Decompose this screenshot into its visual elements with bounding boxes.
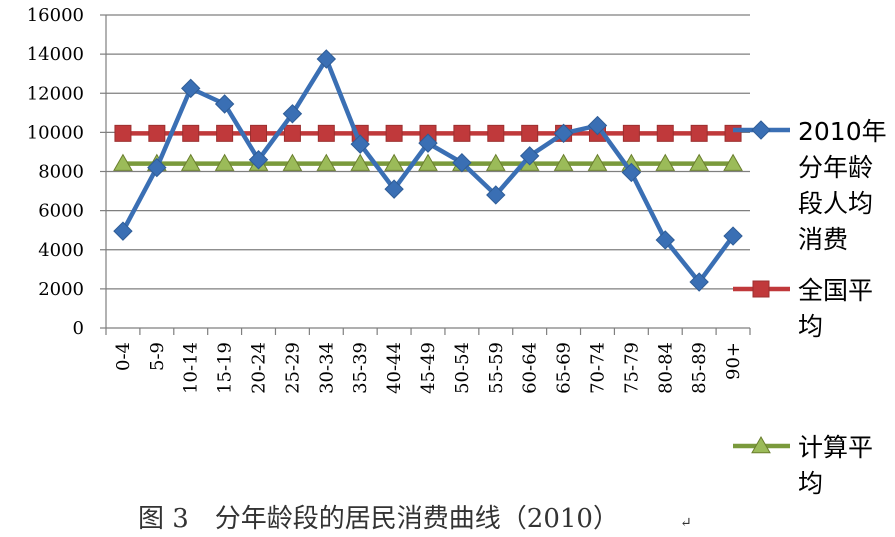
data-point: [283, 124, 301, 142]
data-point: [587, 153, 608, 171]
legend-label: 均: [798, 312, 823, 341]
data-point: [384, 179, 404, 199]
data-point: [180, 153, 201, 171]
series-diamond: [113, 49, 743, 292]
data-point: [656, 124, 674, 142]
data-point: [486, 185, 506, 205]
x-tick-label: 15-19: [215, 342, 236, 394]
x-tick-label: 25-29: [282, 342, 303, 394]
data-point: [248, 150, 269, 170]
data-point: [316, 153, 337, 171]
series-group: [113, 49, 743, 292]
legend-label: 均: [798, 469, 823, 498]
data-point: [182, 124, 200, 142]
x-tick-label: 80-84: [655, 342, 676, 394]
data-point: [519, 146, 540, 166]
legend-marker: [752, 280, 770, 298]
data-point: [282, 153, 303, 171]
legend-marker: [751, 120, 771, 140]
y-tick-label: 16000: [27, 5, 84, 26]
figure-caption: 图 3 分年龄段的居民消费曲线（2010） ↵: [138, 504, 692, 534]
y-tick-label: 4000: [38, 240, 84, 261]
data-point: [113, 221, 133, 241]
data-point: [655, 230, 675, 250]
data-point: [723, 153, 743, 171]
data-point: [453, 124, 471, 142]
x-tick-label: 10-14: [181, 342, 202, 394]
data-point: [452, 152, 472, 173]
data-point: [521, 124, 539, 142]
data-point: [250, 124, 268, 142]
data-point: [418, 153, 438, 171]
legend-label: 分年龄: [798, 153, 873, 182]
data-point: [350, 134, 370, 154]
data-point: [147, 157, 167, 178]
legend-label: 消费: [798, 225, 848, 254]
x-tick-label: 70-74: [587, 342, 608, 394]
data-point: [723, 226, 743, 246]
data-point: [385, 124, 403, 142]
x-tick-label: 75-79: [621, 342, 642, 394]
data-point: [553, 153, 574, 171]
data-point: [282, 104, 303, 124]
legend-label: 全国平: [798, 276, 873, 305]
x-tick-label: 40-44: [384, 342, 405, 394]
legend-marker: [751, 435, 771, 454]
x-tick-label: 45-49: [418, 342, 439, 394]
data-point: [553, 123, 574, 144]
series-triangle: [113, 153, 743, 171]
x-tick-label: 60-64: [520, 342, 541, 394]
data-point: [621, 162, 642, 183]
axes: 0 2000 4000 6000 8000 10000 12000 14000 16000 0-4…: [27, 5, 751, 394]
x-tick-label: 55-59: [486, 342, 507, 394]
data-point: [113, 153, 133, 171]
caption-text: 图 3 分年龄段的居民消费曲线（2010）: [138, 504, 619, 534]
data-point: [214, 94, 235, 114]
data-point: [690, 124, 708, 142]
y-tick-label: 0: [73, 318, 84, 339]
data-point: [689, 272, 709, 292]
x-tick-label: 50-54: [452, 342, 473, 394]
data-point: [114, 124, 132, 142]
data-point: [181, 78, 201, 99]
data-point: [655, 153, 676, 171]
data-point: [622, 124, 640, 142]
legend-label: 2010年: [798, 117, 887, 146]
y-tick-label: 6000: [38, 201, 84, 222]
data-point: [689, 153, 710, 171]
data-point: [216, 124, 234, 142]
x-tick-label: 35-39: [350, 342, 371, 394]
data-point: [384, 153, 404, 171]
x-tick-label: 30-34: [316, 342, 337, 394]
data-point: [214, 153, 235, 171]
x-tick-label: 20-24: [249, 342, 270, 394]
data-point: [485, 153, 506, 171]
x-tick-label: 65-69: [554, 342, 575, 394]
y-tick-label: 8000: [38, 162, 84, 183]
y-tick-label: 12000: [27, 83, 84, 104]
data-point: [487, 124, 505, 142]
y-tick-label: 14000: [27, 44, 84, 65]
x-tick-label: 5-9: [147, 342, 168, 371]
legend-label: 计算平: [798, 433, 873, 462]
x-tick-label: 0-4: [113, 342, 134, 371]
y-tick-label: 2000: [38, 279, 84, 300]
x-tick-label: 90+: [723, 342, 744, 380]
data-point: [350, 153, 371, 171]
data-point: [418, 133, 438, 153]
legend-label: 段人均: [798, 189, 873, 218]
data-point: [317, 124, 335, 142]
x-tick-label: 85-89: [689, 342, 710, 394]
y-tick-label: 10000: [27, 122, 84, 143]
data-point: [148, 124, 166, 142]
data-point: [587, 115, 608, 136]
data-point: [316, 49, 337, 69]
caption-return-mark: ↵: [680, 515, 692, 531]
